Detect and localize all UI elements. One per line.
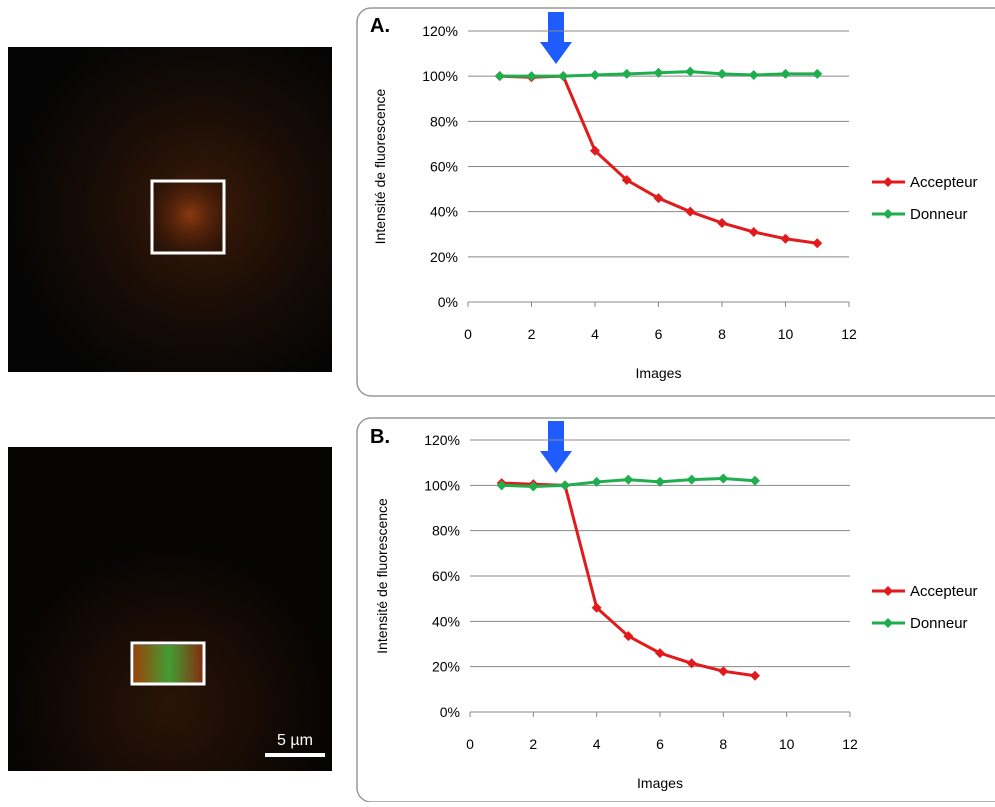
x-tick-label: 2 <box>528 326 536 342</box>
point <box>590 70 600 81</box>
arrow <box>540 421 572 473</box>
x-tick-label: 2 <box>529 736 537 752</box>
y-tick-label: 20% <box>430 249 458 265</box>
panel-frame <box>356 7 995 397</box>
x-tick-label: 12 <box>842 736 858 752</box>
point <box>718 473 729 484</box>
x-tick-label: 8 <box>718 326 726 342</box>
point <box>526 71 537 82</box>
x-tick-label: 10 <box>779 736 795 752</box>
point <box>621 68 632 79</box>
cell-region <box>134 645 204 683</box>
point <box>591 602 602 613</box>
point <box>780 233 791 244</box>
roi-box <box>130 641 206 686</box>
x-tick-label: 6 <box>656 736 664 752</box>
x-tick-label: 6 <box>655 326 663 342</box>
legend-marker <box>883 177 893 187</box>
x-tick-label: 8 <box>719 736 727 752</box>
point <box>655 476 665 487</box>
series-line <box>499 74 818 245</box>
y-tick-label: 80% <box>432 523 460 539</box>
cell-region <box>145 170 235 260</box>
micrograph-b <box>8 447 332 771</box>
point <box>750 670 760 681</box>
point <box>558 71 569 82</box>
point <box>496 480 507 491</box>
point <box>685 206 696 217</box>
x-tick-label: 10 <box>778 326 794 342</box>
point <box>590 145 600 156</box>
y-tick-label: 80% <box>430 113 458 129</box>
point <box>748 70 759 81</box>
point <box>718 666 729 677</box>
point <box>653 193 664 204</box>
y-tick-label: 100% <box>424 477 460 493</box>
point <box>812 68 823 79</box>
arrow <box>540 12 572 64</box>
y-tick-label: 120% <box>422 23 458 39</box>
legend-marker <box>883 586 893 596</box>
point <box>717 68 727 79</box>
y-tick-label: 100% <box>422 68 458 84</box>
point <box>623 474 634 485</box>
y-axis-label: Intensité de fluorescence <box>374 498 390 654</box>
legend-label: Donneur <box>910 206 968 223</box>
point <box>494 71 505 82</box>
x-tick-label: 0 <box>466 736 474 752</box>
legend-label: Accepteur <box>910 174 978 191</box>
point <box>717 217 727 228</box>
point <box>528 481 539 492</box>
point <box>621 175 632 186</box>
y-axis-label: Intensité de fluorescence <box>372 88 388 244</box>
point <box>560 480 570 491</box>
x-axis-label: Images <box>637 775 683 791</box>
x-tick-label: 4 <box>593 736 601 752</box>
legend-label: Accepteur <box>910 583 978 600</box>
y-tick-label: 40% <box>432 613 460 629</box>
legend-label: Donneur <box>910 615 968 632</box>
point <box>623 631 634 642</box>
y-tick-label: 60% <box>430 159 458 175</box>
point <box>686 474 697 485</box>
point <box>750 475 760 486</box>
y-tick-label: 0% <box>438 294 458 310</box>
y-tick-label: 20% <box>432 659 460 675</box>
point <box>780 68 791 79</box>
point <box>812 238 823 249</box>
legend-marker <box>883 209 893 219</box>
point <box>686 658 697 669</box>
point <box>653 67 664 78</box>
point <box>685 66 696 77</box>
y-tick-label: 0% <box>440 704 460 720</box>
x-tick-label: 4 <box>591 326 599 342</box>
panel-frame <box>356 417 995 803</box>
legend-marker <box>883 618 893 628</box>
y-tick-label: 120% <box>424 432 460 448</box>
scale-bar-label: 5 µm <box>277 732 313 749</box>
x-axis-label: Images <box>636 365 682 381</box>
point <box>591 476 602 487</box>
point <box>748 226 759 237</box>
x-tick-label: 12 <box>841 326 857 342</box>
series-line <box>501 481 756 678</box>
point <box>655 648 665 659</box>
panel-label: B. <box>370 426 390 448</box>
y-tick-label: 40% <box>430 204 458 220</box>
panel-label: A. <box>370 15 390 37</box>
roi-box <box>150 179 226 255</box>
x-tick-label: 0 <box>464 326 472 342</box>
y-tick-label: 60% <box>432 568 460 584</box>
